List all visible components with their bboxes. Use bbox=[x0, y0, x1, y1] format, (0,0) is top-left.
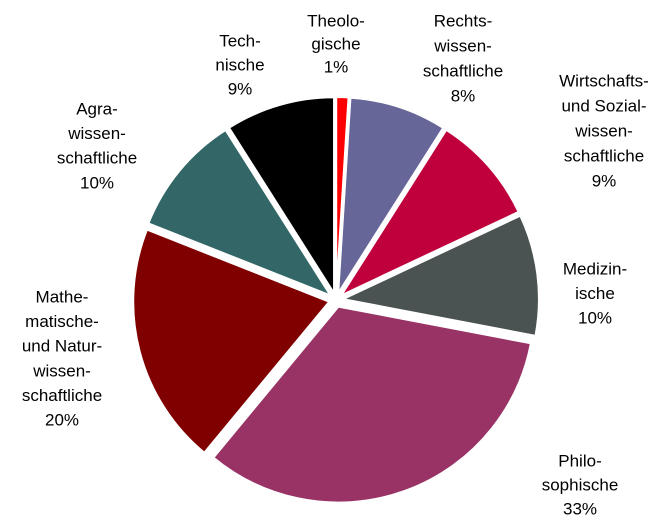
pie-slice bbox=[338, 128, 520, 298]
slice-value-label: 33% bbox=[563, 499, 597, 518]
slice-value-label: 10% bbox=[578, 308, 612, 327]
pie-slice bbox=[147, 128, 334, 298]
slice-label: Agra- bbox=[76, 99, 118, 118]
slice-label: sophische bbox=[542, 475, 619, 494]
slice-value-label: 20% bbox=[45, 410, 79, 429]
pie-slice bbox=[212, 305, 533, 504]
slice-value-label: 9% bbox=[592, 171, 617, 190]
slice-label: schaftliche bbox=[423, 61, 503, 80]
slice-label: nische bbox=[215, 55, 264, 74]
slice-label: Wirtschafts- bbox=[559, 71, 649, 90]
slice-label: matische- bbox=[25, 312, 99, 331]
pie-slice bbox=[339, 214, 540, 338]
slice-label: schaftliche bbox=[22, 386, 102, 405]
slice-label: schaftliche bbox=[57, 149, 137, 168]
slice-label: Rechts- bbox=[434, 11, 493, 30]
pie-slice bbox=[337, 96, 445, 294]
slice-value-label: 1% bbox=[324, 57, 349, 76]
slice-value-label: 8% bbox=[451, 86, 476, 105]
slice-label: schaftliche bbox=[564, 146, 644, 165]
slice-label: wissen- bbox=[67, 124, 126, 143]
pie-slice bbox=[335, 96, 350, 294]
pie-slice bbox=[132, 228, 331, 455]
slice-label: Medizin- bbox=[563, 259, 627, 278]
slice-label: wissen- bbox=[433, 36, 492, 55]
slice-label: Theolo- bbox=[307, 11, 365, 30]
slice-label: wissen- bbox=[32, 361, 91, 380]
slice-label: gische bbox=[311, 34, 360, 53]
slice-label: wissen- bbox=[574, 121, 633, 140]
slice-value-label: 10% bbox=[80, 173, 114, 192]
pie-slice bbox=[227, 96, 336, 297]
slice-label: Mathe- bbox=[36, 287, 89, 306]
slice-label: und Sozial- bbox=[561, 96, 646, 115]
slice-value-label: 9% bbox=[228, 79, 253, 98]
slice-label: ische bbox=[575, 284, 615, 303]
slice-label: Tech- bbox=[219, 31, 261, 50]
slice-label: Philo- bbox=[558, 451, 601, 470]
slice-label: und Natur- bbox=[22, 337, 102, 356]
